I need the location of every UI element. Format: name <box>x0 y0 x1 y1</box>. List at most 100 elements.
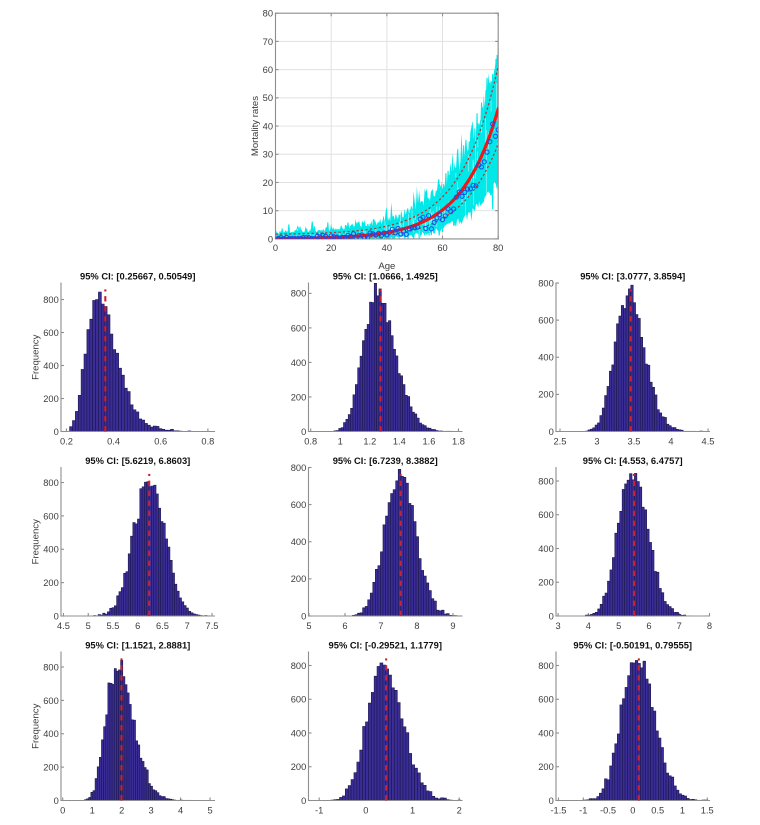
svg-text:4: 4 <box>178 805 183 815</box>
svg-text:1.5: 1.5 <box>701 805 714 815</box>
svg-text:400: 400 <box>43 361 59 371</box>
svg-text:200: 200 <box>538 578 554 588</box>
svg-text:800: 800 <box>538 661 554 671</box>
svg-text:95% CI: [-0.50191, 0.79555]: 95% CI: [-0.50191, 0.79555] <box>573 640 692 650</box>
svg-text:6: 6 <box>135 621 140 631</box>
svg-text:200: 200 <box>291 762 307 772</box>
svg-text:800: 800 <box>291 463 307 473</box>
svg-text:60: 60 <box>437 243 447 253</box>
svg-text:0: 0 <box>268 234 273 244</box>
svg-text:4.5: 4.5 <box>702 436 715 446</box>
svg-text:7: 7 <box>378 621 383 631</box>
svg-text:400: 400 <box>291 728 307 738</box>
svg-text:1.4: 1.4 <box>393 436 406 446</box>
svg-text:0.8: 0.8 <box>304 436 317 446</box>
svg-text:200: 200 <box>538 762 554 772</box>
svg-text:10: 10 <box>263 206 273 216</box>
svg-text:4: 4 <box>668 436 673 446</box>
svg-text:Mortality rates: Mortality rates <box>250 96 261 156</box>
svg-text:600: 600 <box>291 323 307 333</box>
svg-text:600: 600 <box>43 696 59 706</box>
svg-text:1.6: 1.6 <box>422 436 435 446</box>
svg-text:0: 0 <box>273 243 278 253</box>
svg-text:0.2: 0.2 <box>60 436 73 446</box>
svg-text:95% CI: [5.6219, 6.8603]: 95% CI: [5.6219, 6.8603] <box>85 456 190 466</box>
svg-text:0: 0 <box>54 796 59 806</box>
svg-text:600: 600 <box>538 510 554 520</box>
svg-text:Frequency: Frequency <box>30 334 41 379</box>
svg-text:1.8: 1.8 <box>452 436 465 446</box>
svg-text:400: 400 <box>538 353 554 363</box>
svg-text:95% CI: [-0.29521, 1.1779]: 95% CI: [-0.29521, 1.1779] <box>329 640 442 650</box>
svg-text:3: 3 <box>594 436 599 446</box>
svg-text:Frequency: Frequency <box>30 703 41 748</box>
svg-text:Age: Age <box>378 261 395 272</box>
svg-text:600: 600 <box>291 500 307 510</box>
svg-text:200: 200 <box>291 392 307 402</box>
svg-text:3: 3 <box>149 805 154 815</box>
svg-text:8: 8 <box>707 621 712 631</box>
svg-text:6: 6 <box>342 621 347 631</box>
svg-text:7: 7 <box>677 621 682 631</box>
svg-text:0: 0 <box>301 796 306 806</box>
svg-text:1: 1 <box>410 805 415 815</box>
svg-text:5: 5 <box>306 621 311 631</box>
svg-text:4.5: 4.5 <box>57 621 70 631</box>
svg-text:0: 0 <box>549 796 554 806</box>
svg-text:600: 600 <box>538 315 554 325</box>
svg-text:95% CI: [3.0777, 3.8594]: 95% CI: [3.0777, 3.8594] <box>580 271 685 281</box>
svg-text:-0.5: -0.5 <box>600 805 616 815</box>
svg-text:5: 5 <box>207 805 212 815</box>
svg-text:400: 400 <box>43 729 59 739</box>
svg-text:95% CI: [0.25667, 0.50549]: 95% CI: [0.25667, 0.50549] <box>80 271 196 281</box>
svg-text:400: 400 <box>291 358 307 368</box>
svg-text:0: 0 <box>630 805 635 815</box>
svg-text:200: 200 <box>538 390 554 400</box>
svg-text:800: 800 <box>43 295 59 305</box>
svg-text:400: 400 <box>538 544 554 554</box>
svg-text:400: 400 <box>538 728 554 738</box>
svg-text:0: 0 <box>54 611 59 621</box>
svg-text:400: 400 <box>43 545 59 555</box>
svg-text:0.5: 0.5 <box>651 805 664 815</box>
svg-text:2: 2 <box>119 805 124 815</box>
svg-text:0: 0 <box>363 805 368 815</box>
svg-text:800: 800 <box>291 289 307 299</box>
svg-text:5: 5 <box>86 621 91 631</box>
svg-text:1: 1 <box>680 805 685 815</box>
svg-text:95% CI: [1.1521, 2.8881]: 95% CI: [1.1521, 2.8881] <box>85 640 190 650</box>
svg-text:20: 20 <box>263 178 273 188</box>
svg-text:95% CI: [4.553, 6.4757]: 95% CI: [4.553, 6.4757] <box>583 456 683 466</box>
svg-text:40: 40 <box>263 121 273 131</box>
svg-text:0.8: 0.8 <box>201 436 214 446</box>
svg-text:200: 200 <box>291 574 307 584</box>
svg-text:800: 800 <box>43 478 59 488</box>
svg-text:60: 60 <box>263 65 273 75</box>
svg-text:800: 800 <box>291 661 307 671</box>
svg-text:-1: -1 <box>315 805 323 815</box>
svg-text:200: 200 <box>43 763 59 773</box>
svg-text:0: 0 <box>60 805 65 815</box>
svg-text:2: 2 <box>457 805 462 815</box>
svg-text:Frequency: Frequency <box>30 519 41 564</box>
svg-text:20: 20 <box>326 243 336 253</box>
svg-text:1: 1 <box>90 805 95 815</box>
svg-text:2.5: 2.5 <box>554 436 567 446</box>
svg-text:6.5: 6.5 <box>156 621 169 631</box>
svg-text:800: 800 <box>538 476 554 486</box>
svg-text:5: 5 <box>616 621 621 631</box>
svg-text:1.2: 1.2 <box>363 436 376 446</box>
svg-text:800: 800 <box>538 278 554 288</box>
svg-text:50: 50 <box>263 93 273 103</box>
svg-text:3: 3 <box>556 621 561 631</box>
svg-text:30: 30 <box>263 150 273 160</box>
svg-text:8: 8 <box>414 621 419 631</box>
svg-text:0.4: 0.4 <box>107 436 120 446</box>
svg-text:9: 9 <box>450 621 455 631</box>
svg-text:600: 600 <box>291 695 307 705</box>
svg-text:6: 6 <box>646 621 651 631</box>
svg-text:-1.5: -1.5 <box>550 805 566 815</box>
svg-text:200: 200 <box>43 394 59 404</box>
svg-text:1: 1 <box>338 436 343 446</box>
svg-text:80: 80 <box>493 243 503 253</box>
